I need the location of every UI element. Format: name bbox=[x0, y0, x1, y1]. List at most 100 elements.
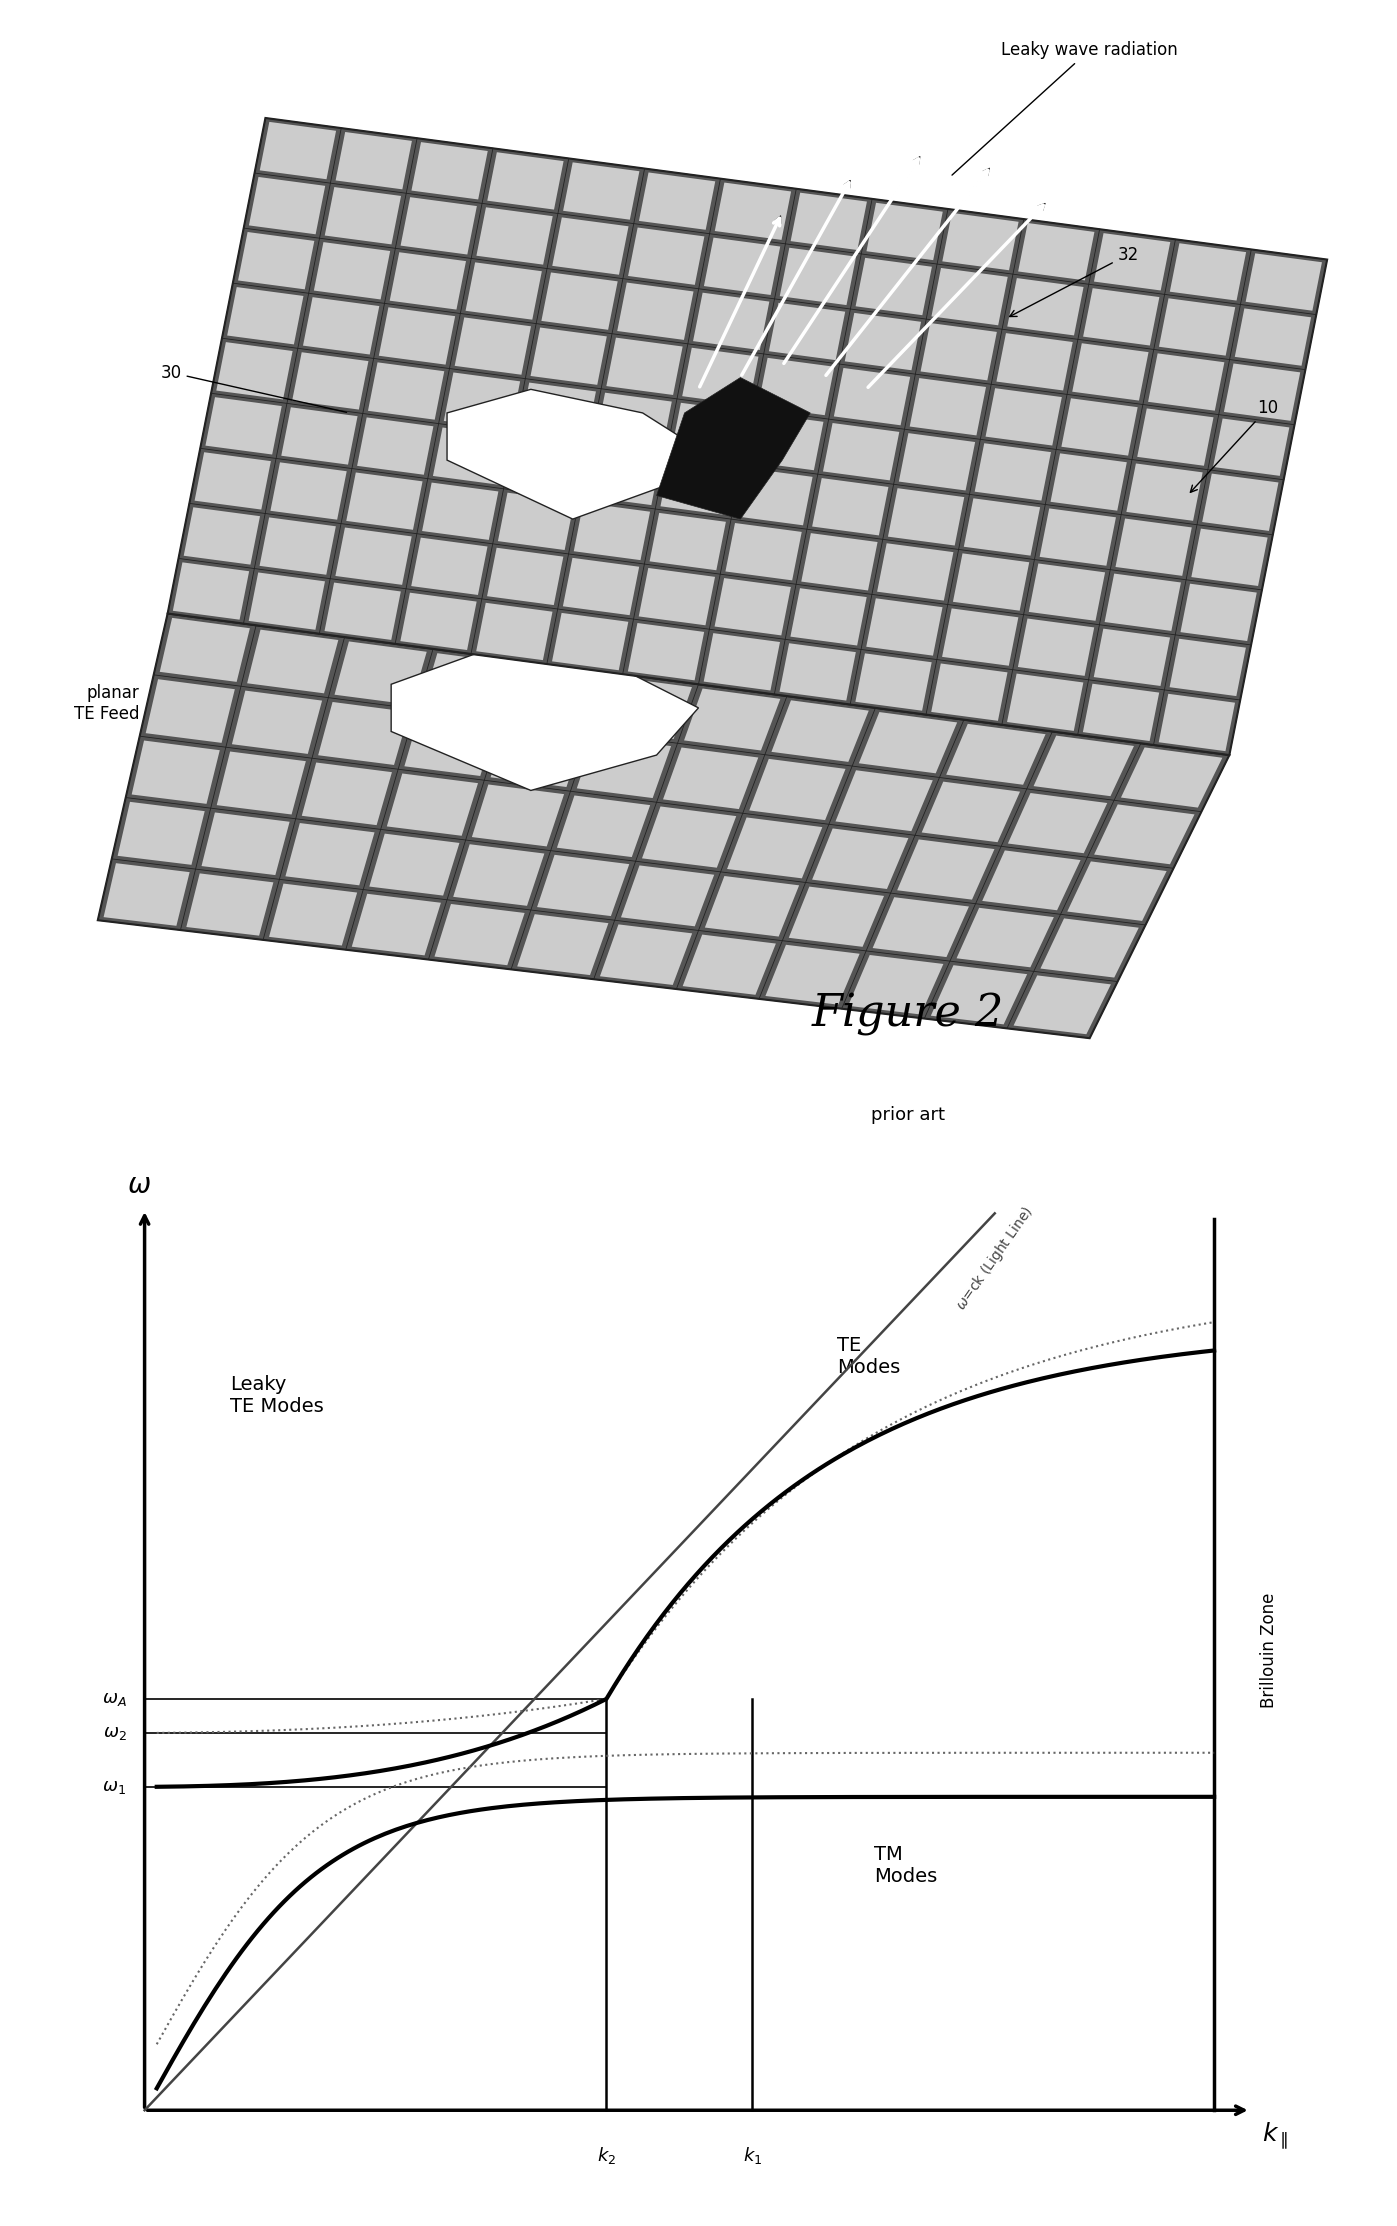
Text: TE
Modes: TE Modes bbox=[837, 1336, 901, 1376]
Polygon shape bbox=[996, 334, 1073, 390]
Polygon shape bbox=[1039, 508, 1116, 565]
Polygon shape bbox=[595, 392, 672, 450]
Polygon shape bbox=[404, 712, 496, 777]
Polygon shape bbox=[650, 512, 726, 570]
Text: prior art: prior art bbox=[872, 1106, 944, 1124]
Polygon shape bbox=[314, 243, 390, 301]
Polygon shape bbox=[168, 118, 1327, 755]
Polygon shape bbox=[1051, 454, 1127, 510]
Polygon shape bbox=[552, 612, 629, 670]
Polygon shape bbox=[823, 423, 900, 481]
Polygon shape bbox=[921, 323, 997, 381]
Polygon shape bbox=[599, 924, 692, 984]
Polygon shape bbox=[664, 748, 759, 808]
Polygon shape bbox=[1213, 418, 1289, 476]
Polygon shape bbox=[780, 247, 856, 305]
Text: Figure 2: Figure 2 bbox=[812, 993, 1004, 1035]
Polygon shape bbox=[866, 599, 943, 657]
Polygon shape bbox=[1126, 463, 1203, 521]
Text: $\omega$: $\omega$ bbox=[127, 1171, 151, 1200]
Polygon shape bbox=[1105, 574, 1180, 630]
Polygon shape bbox=[98, 614, 1229, 1037]
Polygon shape bbox=[848, 955, 943, 1015]
Polygon shape bbox=[1094, 804, 1194, 864]
Polygon shape bbox=[627, 623, 704, 681]
Polygon shape bbox=[447, 390, 698, 519]
Polygon shape bbox=[369, 833, 460, 895]
Polygon shape bbox=[557, 795, 650, 857]
Polygon shape bbox=[1028, 563, 1105, 621]
Polygon shape bbox=[205, 396, 282, 454]
Polygon shape bbox=[476, 207, 553, 265]
Polygon shape bbox=[964, 499, 1041, 556]
Polygon shape bbox=[367, 363, 444, 421]
Polygon shape bbox=[812, 828, 908, 888]
Polygon shape bbox=[411, 539, 488, 594]
Polygon shape bbox=[859, 712, 957, 772]
Polygon shape bbox=[736, 467, 813, 525]
Polygon shape bbox=[909, 378, 986, 436]
Polygon shape bbox=[217, 752, 306, 815]
Polygon shape bbox=[1169, 639, 1246, 697]
Polygon shape bbox=[953, 554, 1030, 610]
Polygon shape bbox=[434, 904, 525, 966]
Polygon shape bbox=[685, 688, 781, 750]
Polygon shape bbox=[1067, 861, 1166, 922]
Text: $\omega_2$: $\omega_2$ bbox=[102, 1725, 126, 1743]
Polygon shape bbox=[324, 187, 401, 245]
Polygon shape bbox=[302, 764, 393, 826]
Polygon shape bbox=[672, 403, 747, 461]
Polygon shape bbox=[488, 548, 563, 605]
Polygon shape bbox=[324, 583, 401, 639]
Text: $\omega$=ck (Light Line): $\omega$=ck (Light Line) bbox=[953, 1202, 1038, 1313]
Polygon shape bbox=[476, 603, 552, 661]
Polygon shape bbox=[433, 427, 510, 485]
Polygon shape bbox=[285, 824, 374, 886]
Polygon shape bbox=[922, 781, 1020, 841]
Polygon shape bbox=[531, 327, 606, 385]
Polygon shape bbox=[812, 479, 888, 536]
Polygon shape bbox=[260, 122, 337, 180]
Polygon shape bbox=[597, 677, 692, 739]
Polygon shape bbox=[184, 508, 260, 565]
Polygon shape bbox=[1094, 628, 1171, 686]
Text: TM
Modes: TM Modes bbox=[875, 1845, 937, 1885]
Polygon shape bbox=[232, 690, 323, 755]
Polygon shape bbox=[1203, 474, 1278, 532]
Polygon shape bbox=[465, 263, 542, 321]
Polygon shape bbox=[982, 850, 1080, 910]
Polygon shape bbox=[1137, 407, 1214, 465]
Polygon shape bbox=[391, 648, 698, 790]
Polygon shape bbox=[563, 559, 640, 614]
Polygon shape bbox=[563, 162, 640, 220]
Polygon shape bbox=[930, 966, 1027, 1024]
Polygon shape bbox=[1158, 695, 1235, 750]
Polygon shape bbox=[873, 897, 970, 957]
Polygon shape bbox=[749, 759, 845, 819]
Polygon shape bbox=[1115, 519, 1192, 577]
Polygon shape bbox=[401, 198, 476, 254]
Polygon shape bbox=[379, 307, 455, 365]
Polygon shape bbox=[510, 666, 604, 728]
Polygon shape bbox=[946, 723, 1045, 786]
Polygon shape bbox=[1120, 748, 1222, 808]
Polygon shape bbox=[780, 643, 856, 701]
Polygon shape bbox=[303, 296, 380, 354]
Polygon shape bbox=[638, 568, 715, 626]
Text: Brillouin Zone: Brillouin Zone bbox=[1260, 1592, 1278, 1707]
Polygon shape bbox=[131, 741, 219, 804]
Polygon shape bbox=[1160, 298, 1235, 356]
Polygon shape bbox=[271, 463, 346, 519]
Polygon shape bbox=[453, 844, 545, 906]
Polygon shape bbox=[715, 183, 791, 240]
Polygon shape bbox=[194, 452, 271, 510]
Polygon shape bbox=[247, 630, 338, 692]
Polygon shape bbox=[942, 608, 1018, 666]
Polygon shape bbox=[335, 528, 412, 585]
Polygon shape bbox=[497, 492, 574, 550]
Polygon shape bbox=[390, 252, 467, 309]
Polygon shape bbox=[789, 886, 884, 946]
Polygon shape bbox=[683, 935, 775, 995]
Polygon shape bbox=[472, 784, 564, 846]
Polygon shape bbox=[1235, 309, 1310, 365]
